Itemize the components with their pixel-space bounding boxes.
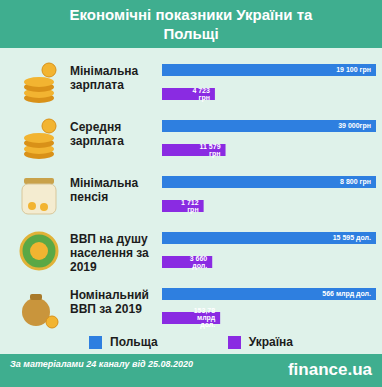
html-text:Середня зарплата: Середня зарплата (70, 120, 124, 148)
svg-text:15 595 дол.: 15 595 дол. (333, 234, 371, 242)
svg-text:19 100 грн: 19 100 грн (336, 66, 371, 74)
html-text:Мінімальна зарплата: Мінімальна зарплата (70, 64, 139, 92)
html-text:Україна: Україна (248, 335, 293, 349)
svg-text:39 000грн: 39 000грн (338, 122, 371, 130)
svg-text:11 579грн: 11 579грн (200, 143, 221, 158)
svg-text:1 712грн: 1 712грн (181, 199, 199, 214)
svg-text:153,78млрддол.: 153,78млрддол. (194, 307, 216, 329)
html-text:finance.ua: finance.ua (287, 360, 372, 379)
html-text:Мінімальна пенсія: Мінімальна пенсія (70, 176, 139, 204)
html-text:Номінальний ВВП за 2019: Номінальний ВВП за 2019 (70, 288, 149, 316)
html-text:За матеріалами 24 каналу від 2: За матеріалами 24 каналу від 25.08.2020 (10, 359, 193, 369)
svg-text:566 млрд дол.: 566 млрд дол. (322, 290, 371, 298)
svg-text:8 800 грн: 8 800 грн (340, 178, 371, 186)
svg-text:4 723грн: 4 723грн (192, 87, 210, 102)
html-text:Польща: Польща (110, 335, 158, 349)
html-text:Економічні показники України т: Економічні показники України та Польщі (69, 6, 313, 42)
html-text:ВВП на душу населення за 2019: ВВП на душу населення за 2019 (70, 232, 149, 274)
svg-text:3 660дол.: 3 660дол. (190, 255, 208, 270)
